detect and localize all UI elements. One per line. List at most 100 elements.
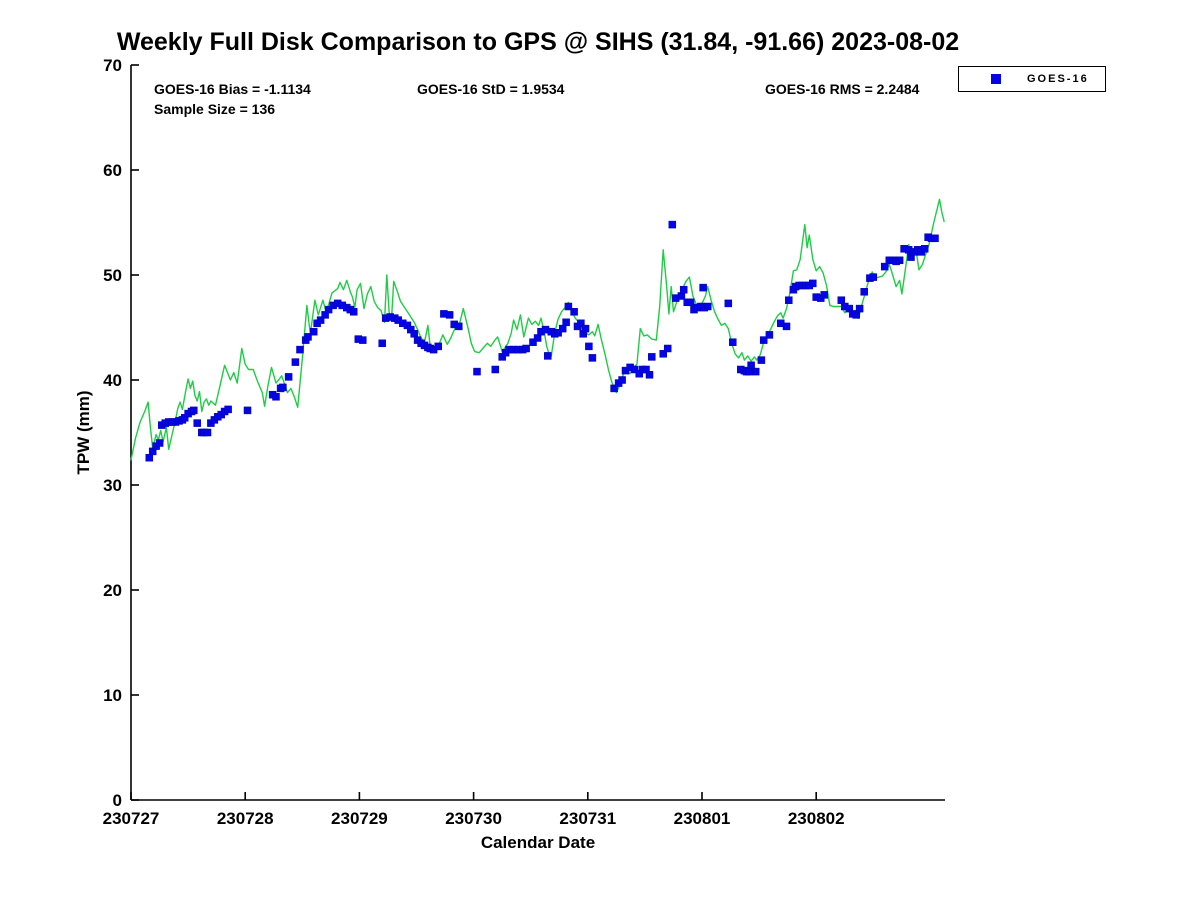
goes16-marker	[155, 439, 164, 447]
goes16-marker	[751, 367, 760, 376]
y-tick-label: 20	[103, 581, 122, 600]
goes16-marker	[145, 453, 154, 462]
goes16-marker	[434, 342, 442, 351]
goes16-marker	[529, 338, 537, 346]
goes16-marker	[869, 273, 878, 281]
goes16-marker	[852, 311, 860, 319]
y-tick-label: 30	[103, 476, 122, 495]
goes16-marker	[860, 288, 868, 296]
goes16-marker	[316, 316, 325, 324]
goes16-marker	[570, 308, 578, 316]
goes16-marker	[630, 365, 639, 374]
goes16-marker	[663, 344, 672, 353]
goes16-marker	[699, 283, 707, 292]
x-tick-label: 230802	[788, 809, 845, 828]
goes16-marker	[272, 393, 280, 401]
goes16-marker	[920, 245, 929, 253]
goes16-marker	[588, 354, 597, 362]
goes16-marker	[679, 285, 688, 294]
goes16-marker	[610, 384, 618, 393]
y-tick-label: 40	[103, 371, 122, 390]
goes16-marker	[837, 296, 846, 304]
goes16-marker	[562, 318, 570, 327]
x-tick-label: 230727	[103, 809, 160, 828]
stat-bias: GOES-16 Bias = -1.1134	[154, 81, 311, 97]
x-tick-label: 230730	[445, 809, 502, 828]
x-tick-label: 230731	[559, 809, 616, 828]
goes16-marker	[378, 339, 386, 348]
goes16-marker	[445, 311, 454, 319]
goes16-marker	[585, 342, 593, 351]
x-tick-label: 230729	[331, 809, 388, 828]
goes16-marker	[554, 329, 562, 337]
goes16-marker	[668, 220, 677, 229]
goes16-marker	[785, 296, 793, 304]
goes16-marker	[410, 330, 418, 338]
goes16-marker	[809, 279, 817, 288]
goes16-marker	[880, 262, 889, 271]
goes16-marker	[724, 299, 733, 308]
goes16-marker	[931, 234, 939, 243]
goes16-marker	[190, 406, 198, 415]
goes16-marker	[455, 322, 463, 331]
x-axis-title: Calendar Date	[481, 833, 595, 852]
goes16-marker	[291, 358, 300, 366]
goes16-marker	[757, 356, 766, 364]
y-axis-title: TPW (mm)	[74, 390, 93, 474]
goes16-marker	[659, 350, 667, 358]
goes16-marker	[747, 361, 755, 370]
goes16-marker	[618, 376, 626, 384]
stat-rms: GOES-16 RMS = 2.2484	[765, 81, 920, 97]
goes16-marker	[284, 373, 293, 381]
goes16-marker	[729, 338, 737, 346]
goes16-marker	[491, 365, 500, 374]
goes16-marker	[895, 256, 904, 265]
y-tick-label: 10	[103, 686, 122, 705]
goes16-marker	[224, 405, 232, 414]
legend-goes16-label: GOES-16	[1027, 73, 1089, 85]
gps-line	[130, 198, 945, 461]
goes16-marker	[564, 302, 573, 311]
goes16-marker	[309, 327, 318, 336]
goes16-marker	[473, 367, 481, 376]
x-tick-label: 230801	[674, 809, 731, 828]
chart-title: Weekly Full Disk Comparison to GPS @ SIH…	[116, 28, 960, 56]
y-tick-label: 60	[103, 161, 122, 180]
legend-goes16-marker-icon	[991, 74, 1001, 84]
goes16-marker	[577, 319, 585, 328]
goes16-marker	[349, 308, 358, 316]
goes16-marker	[782, 322, 791, 331]
x-tick-label: 230728	[217, 809, 274, 828]
goes16-marker	[855, 304, 864, 313]
goes16-marker	[648, 353, 656, 361]
goes16-marker	[304, 333, 312, 341]
goes16-marker	[533, 334, 542, 342]
goes16-marker	[558, 324, 567, 333]
stat-std: GOES-16 StD = 1.9534	[417, 81, 565, 97]
y-tick-label: 0	[113, 791, 122, 810]
goes16-marker	[759, 336, 768, 344]
goes16-marker	[359, 336, 367, 344]
goes16-marker	[677, 292, 686, 300]
goes16-marker	[324, 305, 333, 314]
stat-sample: Sample Size = 136	[154, 101, 276, 117]
goes16-marker	[522, 344, 530, 353]
goes16-marker	[686, 298, 695, 307]
goes16-marker	[765, 331, 774, 339]
goes16-marker	[296, 345, 304, 354]
goes16-marker	[193, 419, 201, 427]
goes16-marker	[279, 383, 287, 392]
goes16-marker	[544, 352, 552, 360]
goes16-marker	[703, 302, 712, 311]
goes16-marker	[243, 406, 252, 415]
goes16-marker	[581, 324, 590, 333]
goes16-marker	[645, 371, 654, 379]
goes16-marker	[745, 367, 753, 376]
goes16-marker	[203, 428, 212, 437]
y-tick-label: 70	[103, 56, 122, 75]
goes16-marker	[820, 291, 828, 299]
y-tick-label: 50	[103, 266, 122, 285]
legend: GOES-16	[958, 66, 1106, 92]
